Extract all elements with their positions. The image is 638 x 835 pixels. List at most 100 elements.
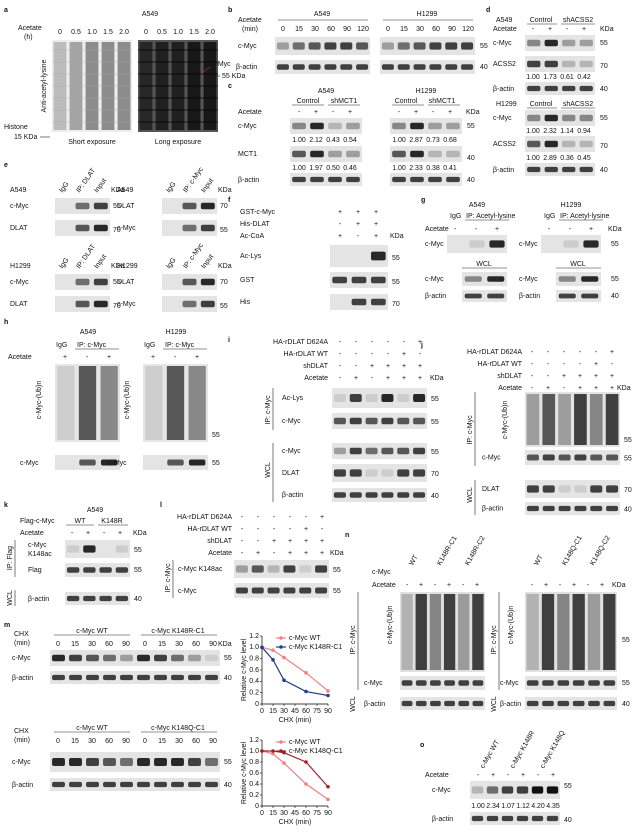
band (410, 176, 424, 183)
band (392, 176, 406, 183)
panel-label: n (345, 532, 349, 539)
band (171, 781, 184, 788)
band (489, 240, 505, 248)
band (86, 674, 99, 681)
label: Ac-Lys (282, 395, 304, 402)
band (346, 150, 360, 158)
condition-sign: - (563, 385, 566, 392)
band (66, 545, 80, 553)
label: Anti-acetyl-lysine (41, 59, 48, 112)
band (527, 39, 541, 47)
condition-sign: + (475, 582, 479, 589)
band (235, 565, 248, 573)
condition-sign: 2.33 (409, 165, 423, 172)
x-axis-label: CHX (min) (279, 819, 312, 826)
label: KDa (133, 530, 147, 537)
band (413, 469, 426, 477)
label: 55 (480, 43, 488, 50)
blot (556, 290, 601, 302)
band (428, 150, 442, 158)
band (444, 700, 455, 707)
label: GST (240, 277, 255, 284)
x-axis-label: CHX (min) (279, 717, 312, 724)
condition-sign: + (600, 582, 604, 589)
label: WCL (491, 696, 498, 712)
condition-sign: - (371, 339, 374, 346)
data-point (260, 645, 264, 650)
label: c-Myc K148ac (178, 566, 223, 573)
condition-sign: - (434, 582, 437, 589)
label: c-Myc (364, 680, 383, 687)
condition-sign: 1.12 (516, 803, 530, 810)
label: A549 (314, 11, 330, 18)
band (444, 680, 455, 686)
band (526, 485, 539, 493)
label: K148Q-C2 (589, 535, 612, 567)
band (52, 654, 65, 662)
label: c-Myc-(Ub)n (124, 381, 131, 420)
condition-sign: + (402, 375, 406, 382)
condition-sign: - (357, 233, 360, 240)
condition-sign: 120 (462, 26, 474, 33)
band (526, 505, 539, 512)
smear (541, 594, 555, 670)
band (283, 587, 296, 594)
condition-sign: 0.54 (343, 137, 357, 144)
condition-sign: - (241, 550, 244, 557)
label: shDLAT (207, 538, 232, 545)
label: Long exposure (155, 139, 201, 146)
band (120, 758, 133, 766)
condition-sign: 0.41 (443, 165, 457, 172)
band (562, 114, 576, 122)
data-point (326, 784, 330, 789)
condition-sign: 2.87 (409, 137, 423, 144)
band (428, 122, 442, 130)
label: H1299 (416, 88, 437, 95)
band (315, 587, 328, 594)
band (544, 85, 558, 92)
band (527, 85, 541, 92)
label: c-Myc K148R (509, 730, 536, 770)
blot (50, 671, 220, 684)
blot (65, 592, 130, 605)
label: Acetate (208, 550, 232, 557)
band (397, 64, 410, 70)
band (79, 459, 96, 466)
label: c-Myc (425, 276, 444, 283)
band (328, 150, 342, 158)
label: 15 KDa (14, 134, 37, 141)
label: 55 (220, 303, 228, 310)
label: c-Myc WT (76, 725, 108, 732)
smear (57, 366, 75, 440)
condition-sign: 1.00 (292, 137, 306, 144)
label: IP: c-Myc (467, 415, 474, 445)
x-tick-label: 15 (269, 708, 277, 715)
band (413, 447, 426, 455)
band (328, 122, 342, 130)
x-tick-label: 30 (280, 708, 288, 715)
band (461, 64, 474, 70)
label: Acetate (238, 17, 262, 24)
label: IgG (165, 257, 177, 270)
blot (462, 272, 507, 286)
label: Input (200, 177, 215, 194)
smear (557, 594, 570, 670)
condition-sign: 1.07 (501, 803, 515, 810)
condition-sign: + (356, 209, 360, 216)
x-tick-label: 75 (313, 810, 321, 817)
blot (380, 37, 475, 55)
band (381, 42, 394, 50)
label: KDa (430, 375, 444, 382)
band (381, 469, 394, 477)
label: shMCT1 (331, 98, 358, 105)
label: c-Myc (178, 588, 197, 595)
condition-sign: - (241, 526, 244, 533)
label: K148R (101, 518, 122, 525)
condition-sign: + (448, 109, 452, 116)
label: HA-rDLAT WT (478, 361, 523, 368)
condition-sign: 0.5 (157, 29, 167, 36)
band (292, 122, 306, 130)
band (531, 815, 544, 822)
